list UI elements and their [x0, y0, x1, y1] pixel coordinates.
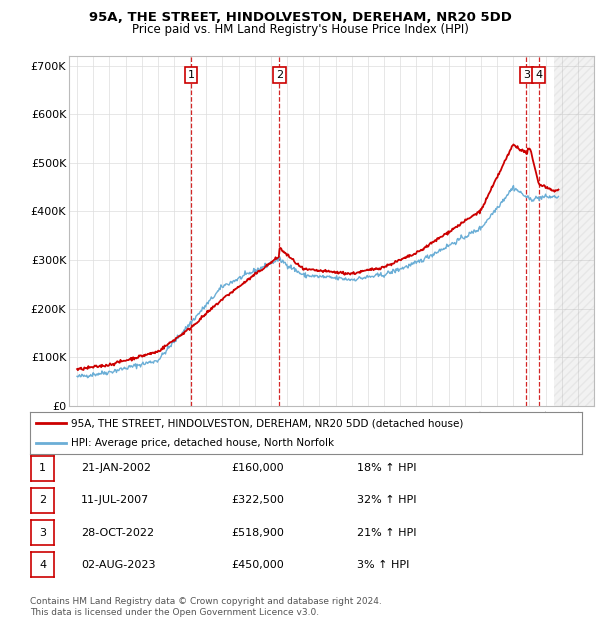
- Text: £160,000: £160,000: [231, 463, 284, 473]
- Text: 3% ↑ HPI: 3% ↑ HPI: [357, 560, 409, 570]
- Text: 11-JUL-2007: 11-JUL-2007: [81, 495, 149, 505]
- Text: 21-JAN-2002: 21-JAN-2002: [81, 463, 151, 473]
- Text: 95A, THE STREET, HINDOLVESTON, DEREHAM, NR20 5DD (detached house): 95A, THE STREET, HINDOLVESTON, DEREHAM, …: [71, 418, 464, 428]
- Text: 21% ↑ HPI: 21% ↑ HPI: [357, 528, 416, 538]
- Text: 3: 3: [523, 70, 530, 80]
- Text: 18% ↑ HPI: 18% ↑ HPI: [357, 463, 416, 473]
- Text: £518,900: £518,900: [231, 528, 284, 538]
- Text: 2: 2: [39, 495, 46, 505]
- Text: 02-AUG-2023: 02-AUG-2023: [81, 560, 155, 570]
- Text: 2: 2: [276, 70, 283, 80]
- Text: 4: 4: [39, 560, 46, 570]
- Text: 1: 1: [39, 463, 46, 473]
- Text: 28-OCT-2022: 28-OCT-2022: [81, 528, 154, 538]
- Text: 95A, THE STREET, HINDOLVESTON, DEREHAM, NR20 5DD: 95A, THE STREET, HINDOLVESTON, DEREHAM, …: [89, 11, 511, 24]
- Text: Contains HM Land Registry data © Crown copyright and database right 2024.
This d: Contains HM Land Registry data © Crown c…: [30, 598, 382, 617]
- Text: £450,000: £450,000: [231, 560, 284, 570]
- Text: 4: 4: [535, 70, 542, 80]
- Bar: [554, 56, 594, 406]
- Text: £322,500: £322,500: [231, 495, 284, 505]
- Text: 32% ↑ HPI: 32% ↑ HPI: [357, 495, 416, 505]
- Text: Price paid vs. HM Land Registry's House Price Index (HPI): Price paid vs. HM Land Registry's House …: [131, 24, 469, 36]
- Text: 3: 3: [39, 528, 46, 538]
- Text: HPI: Average price, detached house, North Norfolk: HPI: Average price, detached house, Nort…: [71, 438, 335, 448]
- Text: 1: 1: [187, 70, 194, 80]
